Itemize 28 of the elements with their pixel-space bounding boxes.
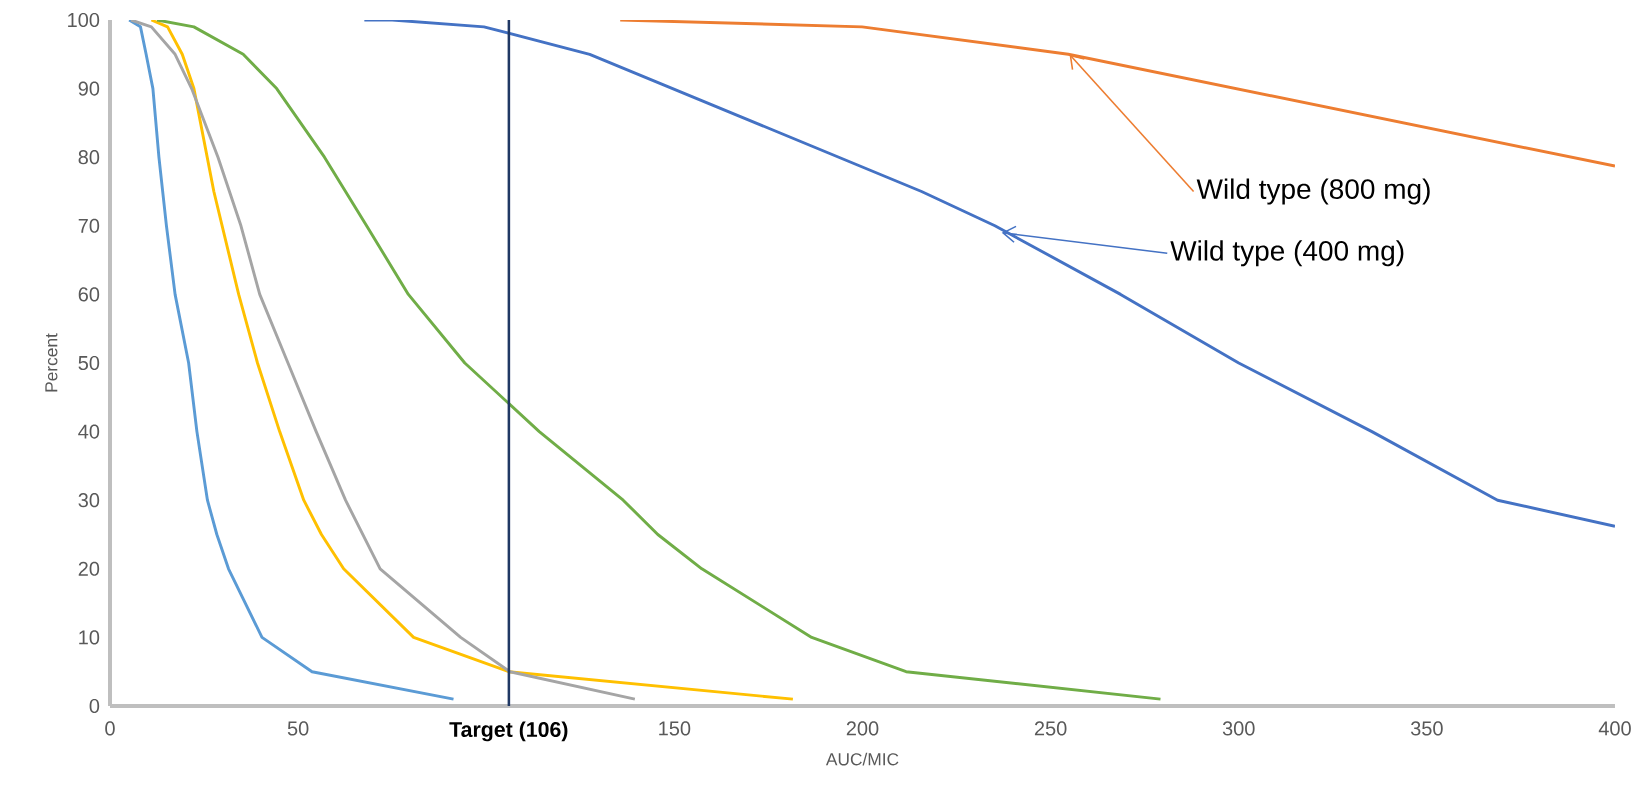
x-tick-label: 300 xyxy=(1222,721,1255,736)
x-tick-label: 350 xyxy=(1410,721,1443,736)
y-tick-label: 80 xyxy=(78,150,100,165)
x-tick-label: 250 xyxy=(1034,721,1067,736)
x-tick-label: 200 xyxy=(846,721,879,736)
y-tick-label: 90 xyxy=(78,81,100,96)
line-series xyxy=(129,20,637,701)
annotation: Wild type (800 mg) xyxy=(1196,178,1430,205)
y-tick-label: 70 xyxy=(78,218,100,233)
y-tick-label: 30 xyxy=(78,493,100,508)
y-tick-label: 0 xyxy=(89,698,100,714)
x-axis-title: AUC/MIC xyxy=(825,752,899,766)
y-axis-title: Percent xyxy=(45,333,58,392)
y-tick-label: 50 xyxy=(78,355,100,371)
x-tick-label: 400 xyxy=(1598,721,1631,736)
x-tick-label: 150 xyxy=(659,721,691,736)
y-tick-label: 10 xyxy=(79,630,100,645)
y-tick-label: 60 xyxy=(78,287,100,302)
x-tick-label: 0 xyxy=(105,721,115,736)
annotation: Wild type (400 mg) xyxy=(1170,240,1404,267)
y-tick-label: 20 xyxy=(78,561,100,576)
x-tick-label: 50 xyxy=(287,721,309,736)
y-tick-label: 40 xyxy=(78,424,100,439)
line-series xyxy=(362,20,1615,528)
ref-line-label: Target (106) xyxy=(449,721,568,742)
line-series xyxy=(127,20,455,701)
line-series xyxy=(149,20,795,701)
y-tick-label: 100 xyxy=(68,12,100,28)
